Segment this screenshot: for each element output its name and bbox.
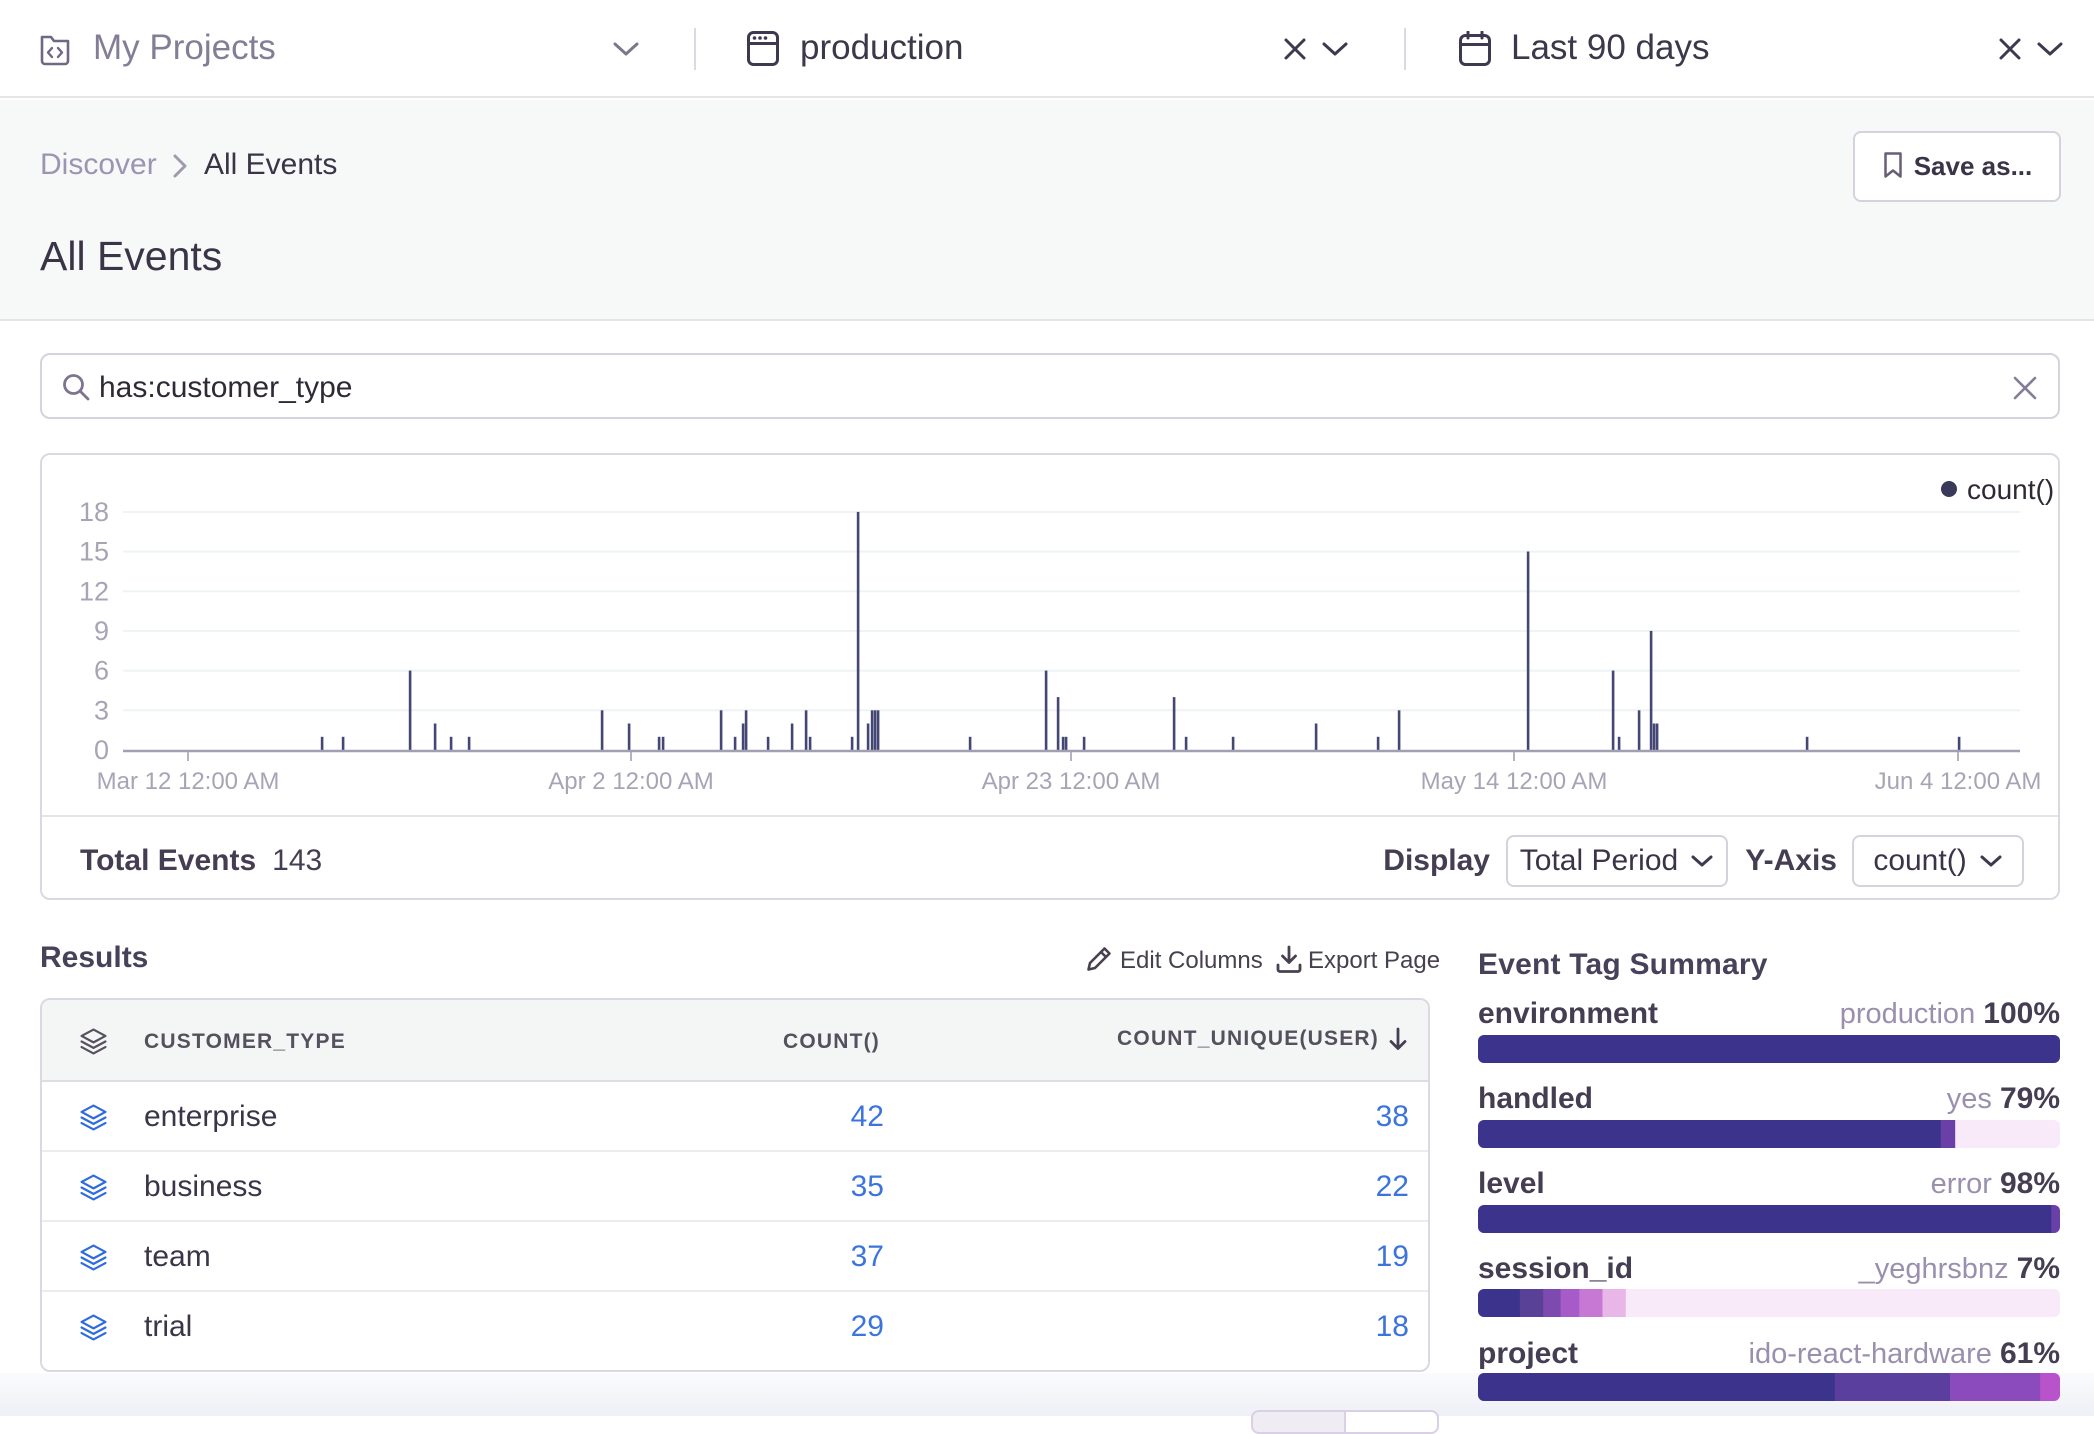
svg-text:9: 9 <box>94 616 109 646</box>
svg-text:Apr 23 12:00 AM: Apr 23 12:00 AM <box>982 768 1161 795</box>
svg-text:12: 12 <box>79 576 109 606</box>
svg-text:15: 15 <box>79 537 109 567</box>
svg-text:Jun 4 12:00 AM: Jun 4 12:00 AM <box>1875 768 2042 795</box>
svg-text:18: 18 <box>79 497 109 527</box>
svg-text:count(): count() <box>1967 474 2054 505</box>
svg-text:6: 6 <box>94 656 109 686</box>
svg-text:0: 0 <box>94 735 109 765</box>
svg-text:May 14 12:00 AM: May 14 12:00 AM <box>1421 768 1608 795</box>
svg-text:3: 3 <box>94 695 109 725</box>
svg-text:Mar 12 12:00 AM: Mar 12 12:00 AM <box>97 768 280 795</box>
svg-text:Apr 2 12:00 AM: Apr 2 12:00 AM <box>548 768 713 795</box>
